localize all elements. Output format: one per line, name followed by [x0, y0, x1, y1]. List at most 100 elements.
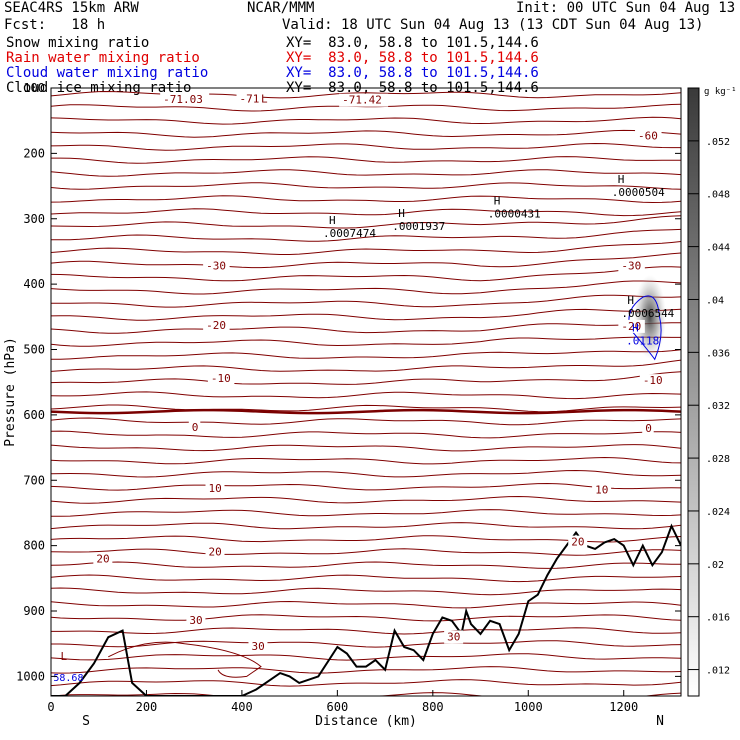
maximum-marker: H — [627, 294, 634, 307]
contour-labels: -71.03 -71 -71.42 -60 -30 -30 -20 -20 -10 -10 0 0 10… — [53, 92, 675, 684]
contour-line — [51, 653, 681, 661]
maximum-marker: H — [618, 173, 625, 186]
contour-line — [51, 574, 681, 583]
minimum-marker: L — [261, 92, 268, 105]
contour-label: -10 — [643, 374, 663, 387]
field-xy-snow: XY= 83.0, 58.8 to 101.5,144.6 — [286, 35, 539, 51]
contour-label: 0 — [645, 422, 652, 435]
colorbar-unit: g kg⁻¹ — [704, 87, 737, 97]
contour-line — [51, 280, 681, 295]
contour-label-bg — [160, 93, 210, 107]
contour-label: -71.42 — [342, 94, 382, 107]
colorbar-tick-label: .012 — [706, 666, 730, 677]
forecast-hour: Fcst: 18 h — [4, 17, 106, 33]
contour-line — [51, 266, 681, 282]
x-tick-label: 0 — [47, 700, 54, 714]
contour-line — [51, 509, 681, 517]
zero-contour — [51, 408, 681, 415]
contour-label-bg — [642, 421, 654, 435]
contour-label: 20 — [209, 545, 222, 558]
contour-label-bg — [203, 259, 230, 273]
contour-line — [51, 679, 681, 687]
colorbar-tick-label: .052 — [706, 137, 730, 148]
contour-line — [51, 349, 681, 360]
contour-line — [51, 469, 681, 478]
contour-label: 30 — [189, 614, 202, 627]
contour-line — [51, 614, 681, 622]
cloud-shading-max — [633, 274, 666, 359]
maximum-marker: H — [329, 214, 336, 227]
colorbar: .012 .016 .02 .024 .028 .032 .036 .04 .044 .048 .0… — [687, 87, 737, 697]
maximum-value: .0000504 — [612, 186, 665, 199]
contour-line — [51, 666, 681, 674]
y-tick-label: 200 — [23, 146, 45, 160]
x-tick-label: 400 — [231, 700, 253, 714]
contour-label: -20 — [621, 320, 641, 333]
colorbar-tick-label: .036 — [706, 348, 730, 359]
contour-label: -20 — [206, 319, 226, 332]
contour-line — [51, 90, 681, 99]
north-label: N — [656, 714, 664, 729]
contour-label: -30 — [206, 260, 226, 273]
contour-label-bg — [188, 421, 201, 435]
contour-label-bg — [592, 483, 612, 497]
init-time: Init: 00 UTC Sun 04 Aug 13 — [516, 0, 736, 16]
contour-line — [51, 482, 681, 491]
contour-line — [51, 215, 681, 229]
maximum-marker: H — [632, 321, 639, 334]
contour-label-bg — [186, 614, 206, 628]
contour-label-bg — [618, 319, 645, 333]
y-tick-label: 500 — [23, 343, 45, 357]
contour-line — [51, 241, 681, 255]
contour-line — [51, 391, 681, 400]
contour-label-bg — [639, 374, 667, 388]
field-name-snow: Snow mixing ratio — [6, 35, 150, 51]
colorbar-tick-label: .044 — [706, 243, 730, 254]
contour-label: 10 — [209, 482, 222, 495]
contour-line — [51, 322, 681, 334]
south-label: S — [82, 714, 90, 729]
y-tick-label: 400 — [23, 277, 45, 291]
contour-line — [51, 169, 681, 177]
contour-line — [51, 404, 681, 413]
minimum-marker: L — [61, 650, 68, 663]
contour-label-bg — [444, 630, 464, 644]
contour-line — [51, 417, 681, 426]
contour-line — [51, 587, 681, 596]
colorbar-tick-label: .048 — [706, 190, 730, 201]
y-tick-label: 900 — [23, 604, 45, 618]
contour-line — [51, 640, 681, 648]
contour-label: 20 — [96, 553, 109, 566]
maximum-value: .0001937 — [392, 220, 445, 233]
contour-label: 30 — [447, 630, 460, 643]
contour-line — [51, 228, 681, 242]
contour-label-bg — [205, 545, 225, 559]
contour-label-bg — [339, 93, 389, 107]
contour-line — [51, 103, 681, 112]
colorbar-tick-label: .04 — [706, 295, 724, 306]
contour-label-bg — [93, 552, 113, 566]
contour-label-bg — [248, 640, 268, 654]
contour-line — [51, 548, 681, 556]
x-tick-label: 200 — [136, 700, 158, 714]
x-tick-label: 600 — [327, 700, 349, 714]
field-xy-rain: XY= 83.0, 58.8 to 101.5,144.6 — [286, 50, 539, 66]
contour-line — [51, 252, 681, 269]
y-tick-label: 100 — [23, 81, 45, 95]
contour-line — [51, 495, 681, 504]
contour-line — [51, 308, 681, 321]
y-tick-label: 700 — [23, 473, 45, 487]
contour-label-bg — [568, 535, 588, 549]
contour-line — [108, 641, 262, 678]
contour-line — [51, 336, 681, 347]
x-tick-label: 800 — [422, 700, 444, 714]
contour-line — [51, 359, 681, 372]
y-tick-label: 800 — [23, 539, 45, 553]
contour-line — [51, 430, 681, 439]
minimum-value: 58.68 — [53, 673, 83, 684]
contour-line — [51, 156, 681, 164]
contour-line — [51, 371, 681, 385]
contour-line — [51, 692, 681, 696]
contour-line — [51, 294, 681, 308]
x-tick-label: 1200 — [609, 700, 638, 714]
